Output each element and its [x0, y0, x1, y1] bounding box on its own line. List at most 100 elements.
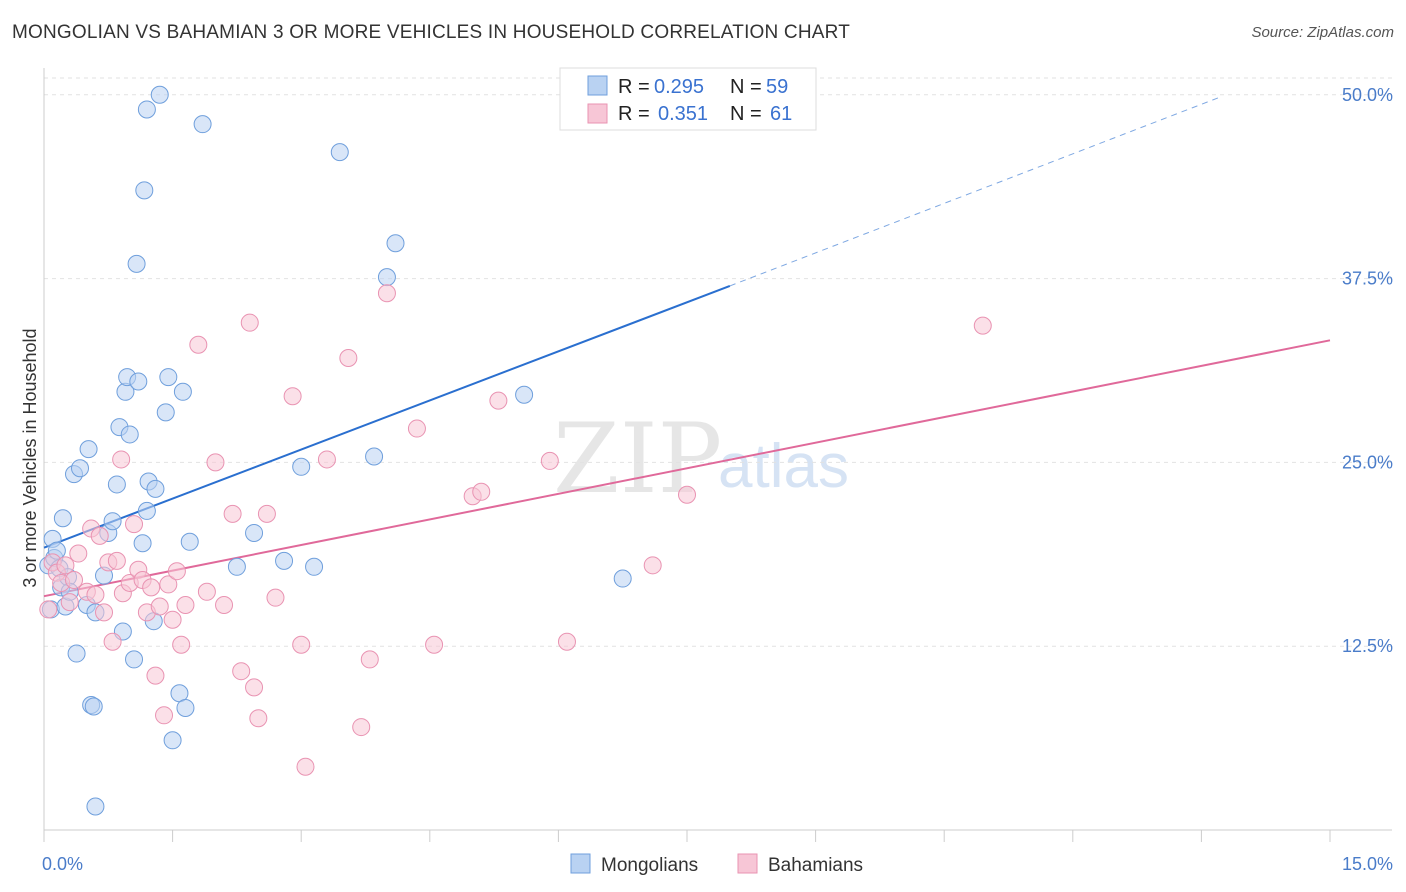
mongolian-point-44 [176, 698, 195, 717]
mongolian-point-45 [180, 532, 199, 551]
legend: R = 0.295 N = 59 R = 0.351 N = 61 [559, 67, 817, 131]
bahamian-point-41 [257, 504, 276, 523]
bahamian-point-19 [125, 515, 144, 534]
bahamian-point-30 [172, 635, 191, 654]
legend-n-value-1: 59 [766, 76, 788, 98]
bahamian-point-44 [292, 635, 311, 654]
bahamian-point-28 [163, 610, 182, 629]
watermark-zip: ZIP [553, 403, 722, 515]
bahamian-point-5 [60, 593, 79, 612]
bahamian-point-24 [146, 666, 165, 685]
bahamian-point-38 [240, 313, 259, 332]
y-tick-label-1: 25.0% [1342, 452, 1393, 472]
mongolian-point-47 [227, 557, 246, 576]
mongolian-point-37 [146, 479, 165, 498]
mongolian-point-15 [79, 440, 98, 459]
source-credit: Source: ZipAtlas.com [1251, 24, 1394, 41]
x-tick-labels: 0.0% 15.0% [42, 854, 1393, 874]
bahamian-point-45 [296, 757, 315, 776]
bahamian-point-6 [65, 571, 84, 590]
mongolian-point-53 [365, 447, 384, 466]
mongolian-point-55 [386, 234, 405, 253]
bahamian-point-25 [150, 597, 169, 616]
mongolian-point-57 [613, 569, 632, 588]
bottom-legend-swatch-bahamians [737, 853, 758, 874]
bahamian-point-43 [283, 387, 302, 406]
bottom-legend-swatch-mongolians [570, 853, 591, 874]
mongolian-point-33 [135, 181, 154, 200]
bahamian-point-49 [360, 650, 379, 669]
bahamian-point-37 [232, 662, 251, 681]
bahamian-points [39, 284, 992, 776]
mongolian-point-48 [245, 523, 264, 542]
bahamian-point-34 [206, 453, 225, 472]
bahamian-point-16 [112, 450, 131, 469]
mongolian-points [39, 85, 632, 816]
mongolian-point-41 [163, 731, 182, 750]
bahamian-point-29 [167, 562, 186, 581]
bahamian-point-15 [107, 551, 126, 570]
legend-n-label-2: N = [730, 103, 762, 125]
legend-r-label-1: R = [618, 76, 650, 98]
bahamian-point-39 [245, 678, 264, 697]
bottom-legend: Mongolians Bahamians [570, 853, 863, 876]
mongolian-point-28 [120, 425, 139, 444]
mongolian-point-31 [129, 372, 148, 391]
bahamian-point-42 [266, 588, 285, 607]
mongolian-point-43 [173, 382, 192, 401]
bahamian-point-23 [142, 578, 161, 597]
bahamian-trend-line [43, 339, 1331, 598]
watermark-atlas: atlas [718, 432, 849, 501]
mongolian-point-19 [86, 797, 105, 816]
bahamian-point-48 [352, 718, 371, 737]
mongolian-point-49 [275, 551, 294, 570]
mongolian-point-22 [103, 512, 122, 531]
mongolian-point-34 [137, 501, 156, 520]
mongolian-point-13 [71, 459, 90, 478]
legend-swatch-bahamian [587, 103, 608, 124]
bahamian-point-58 [643, 556, 662, 575]
bahamian-point-46 [317, 450, 336, 469]
y-tick-labels: 12.5% 25.0% 37.5% 50.0% [1342, 85, 1393, 656]
bahamian-point-55 [489, 391, 508, 410]
bahamian-point-35 [215, 596, 234, 615]
bahamian-point-26 [155, 706, 174, 725]
bahamian-point-54 [472, 482, 491, 501]
x-tick-label-0: 0.0% [42, 854, 83, 874]
chart-title: MONGOLIAN VS BAHAMIAN 3 OR MORE VEHICLES… [12, 22, 851, 43]
trend-lines [43, 97, 1331, 598]
bahamian-point-56 [540, 451, 559, 470]
legend-n-label-1: N = [730, 76, 762, 98]
mongolian-point-39 [156, 403, 175, 422]
bahamian-point-27 [159, 575, 178, 594]
mongolian-point-29 [125, 650, 144, 669]
bahamian-point-47 [339, 348, 358, 367]
bahamian-point-33 [197, 582, 216, 601]
bahamian-point-57 [557, 632, 576, 651]
bahamian-point-12 [95, 603, 114, 622]
mongolian-point-38 [150, 85, 169, 104]
bahamian-point-40 [249, 709, 268, 728]
legend-r-label-2: R = [618, 103, 650, 125]
bahamian-point-52 [425, 635, 444, 654]
y-axis-title: 3 or more Vehicles in Household [20, 328, 40, 587]
y-tick-label-3: 50.0% [1342, 85, 1393, 105]
legend-r-value-1: 0.295 [654, 76, 704, 98]
mongolian-point-32 [133, 534, 152, 553]
bahamian-point-60 [973, 316, 992, 335]
axes [43, 68, 1392, 842]
bahamian-point-36 [223, 504, 242, 523]
bahamian-point-50 [377, 284, 396, 303]
bahamian-point-59 [678, 485, 696, 504]
mongolian-point-46 [193, 115, 212, 134]
bahamian-point-0 [39, 600, 58, 619]
bahamian-point-4 [56, 556, 75, 575]
mongolian-point-58 [137, 100, 156, 119]
x-tick-label-1: 15.0% [1342, 854, 1393, 874]
bahamian-point-51 [407, 419, 426, 438]
mongolian-point-12 [67, 644, 86, 663]
legend-swatch-mongolian [587, 75, 608, 96]
bahamian-point-31 [176, 596, 195, 615]
mongolian-point-54 [377, 268, 396, 287]
